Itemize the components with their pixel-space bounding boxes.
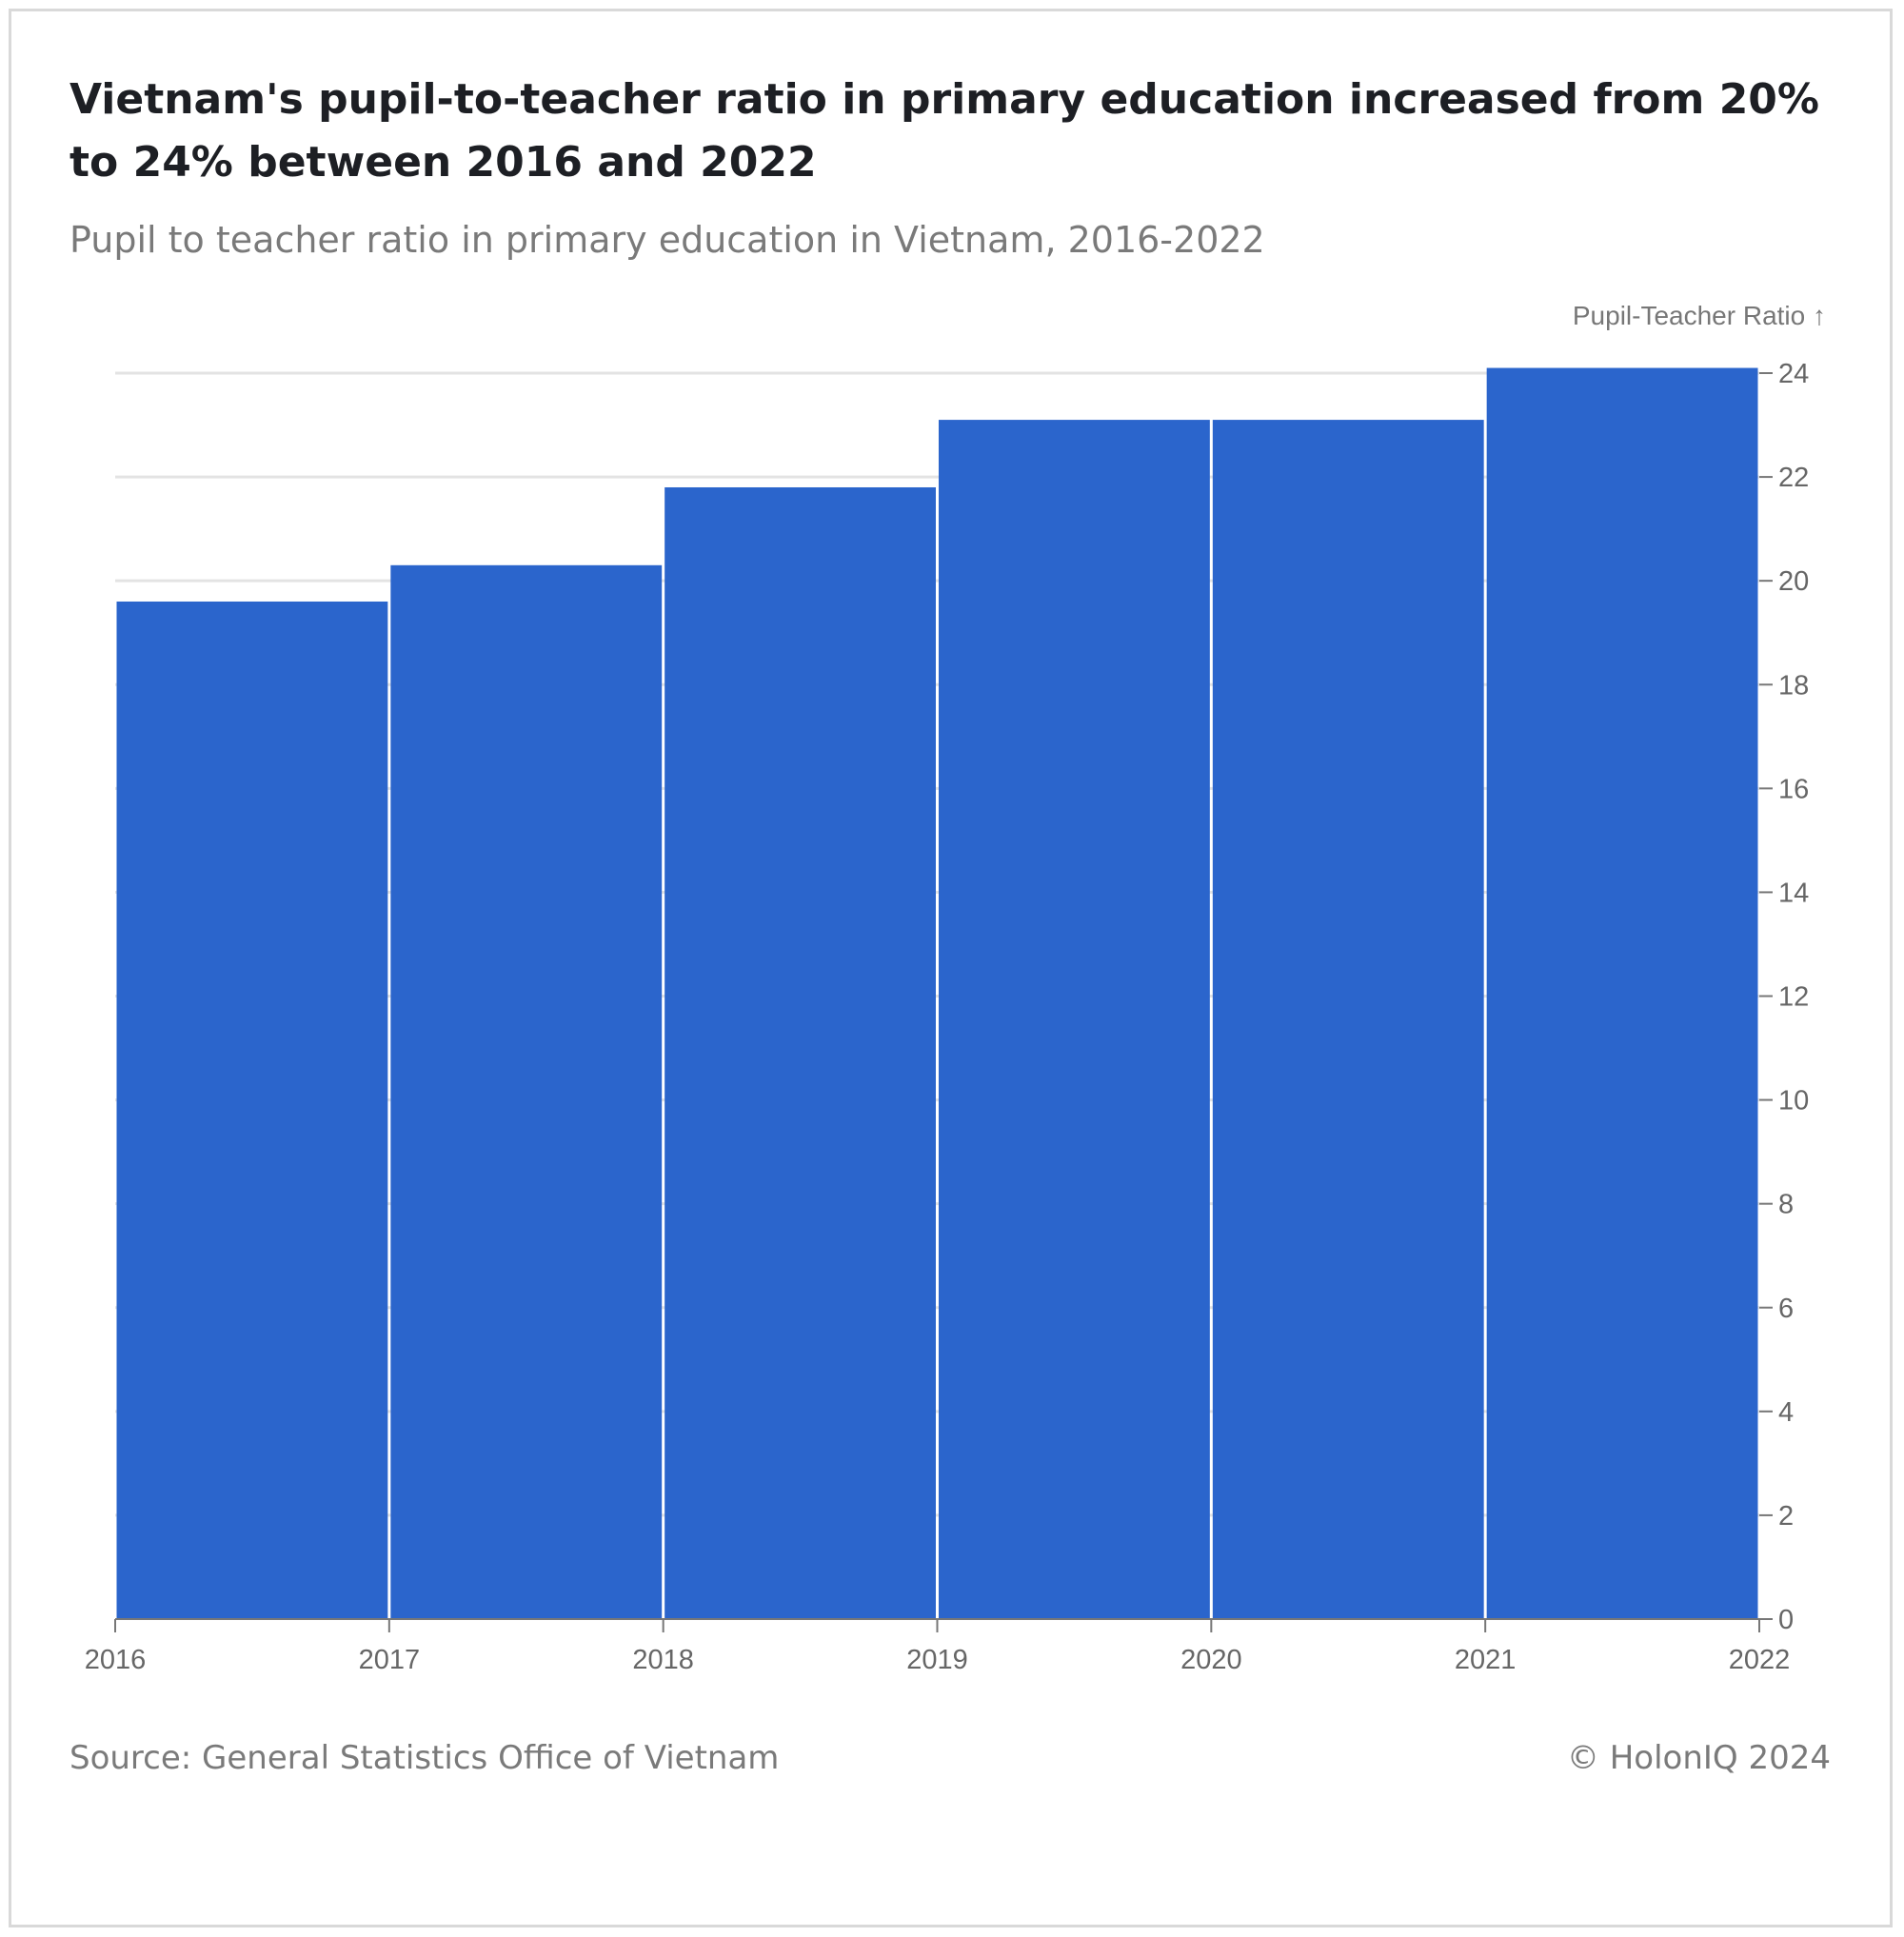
bar-2016 [116, 601, 388, 1619]
y-tick-label-4: 4 [1778, 1397, 1794, 1428]
bar-2020 [1212, 420, 1484, 1619]
y-tick-label-10: 10 [1778, 1086, 1809, 1117]
gridlines [115, 371, 1759, 1517]
x-tick-label-2019: 2019 [906, 1645, 968, 1675]
x-tick-label-2017: 2017 [359, 1645, 421, 1675]
y-axis-title: Pupil-Teacher Ratio ↑ [1573, 301, 1826, 330]
x-tick-label-2016: 2016 [85, 1645, 147, 1675]
y-tick-label-12: 12 [1778, 982, 1809, 1013]
y-tick-label-20: 20 [1778, 566, 1809, 597]
y-tick-label-2: 2 [1778, 1501, 1794, 1532]
chart-subtitle: Pupil to teacher ratio in primary educat… [69, 219, 1265, 261]
copyright-note: © HolonIQ 2024 [1566, 1739, 1831, 1777]
x-tick-label-2021: 2021 [1455, 1645, 1517, 1675]
y-tick-label-8: 8 [1778, 1190, 1794, 1220]
y-tick-label-18: 18 [1778, 670, 1809, 701]
y-tick-label-0: 0 [1778, 1605, 1794, 1635]
y-tick-label-24: 24 [1778, 359, 1809, 389]
y-tick-label-14: 14 [1778, 878, 1809, 908]
y-tick-label-16: 16 [1778, 774, 1809, 804]
x-tick-label-2022: 2022 [1729, 1645, 1791, 1675]
bar-2018 [664, 486, 936, 1619]
chart-title: Vietnam's pupil-to-teacher ratio in prim… [69, 75, 1820, 187]
bars [116, 367, 1758, 1619]
y-tick-label-22: 22 [1778, 463, 1809, 493]
x-tick-label-2020: 2020 [1180, 1645, 1242, 1675]
x-tick-label-2018: 2018 [632, 1645, 694, 1675]
y-tick-label-6: 6 [1778, 1294, 1794, 1324]
bar-2017 [390, 564, 663, 1619]
bar-2021 [1486, 367, 1758, 1619]
bar-2019 [939, 420, 1210, 1619]
source-note: Source: General Statistics Office of Vie… [69, 1739, 780, 1777]
